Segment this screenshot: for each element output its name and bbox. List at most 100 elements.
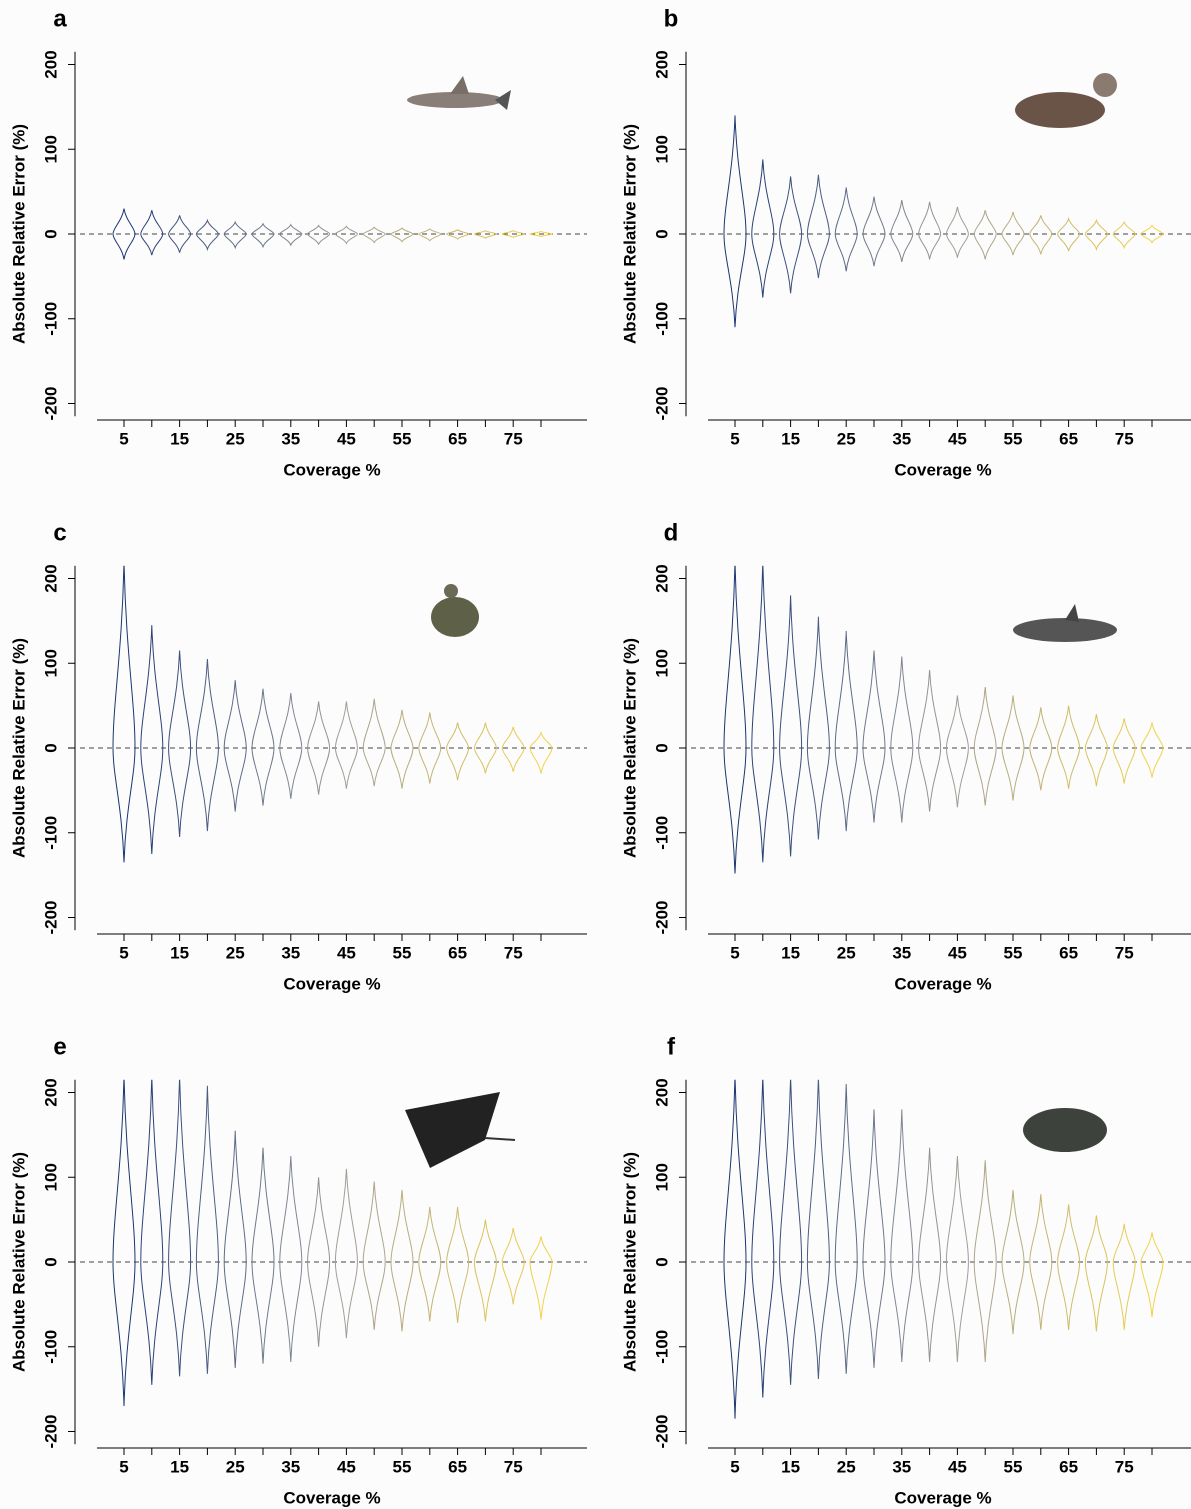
violin <box>112 565 136 863</box>
x-axis-label: Coverage % <box>283 1488 380 1507</box>
violin <box>890 200 914 263</box>
violin <box>168 650 192 838</box>
y-tick-label: 200 <box>652 564 671 592</box>
x-tick-label: 65 <box>448 1457 467 1476</box>
icon-porpoise <box>1013 604 1117 642</box>
panel-label: f <box>667 1033 676 1060</box>
x-tick-label: 55 <box>1004 943 1023 962</box>
panel-label: b <box>664 5 679 32</box>
panel-label: c <box>53 519 66 546</box>
x-tick-label: 75 <box>504 1457 523 1476</box>
violin <box>168 215 192 253</box>
violin <box>918 1147 942 1363</box>
violin <box>279 692 303 799</box>
violin <box>862 196 886 267</box>
x-tick-label: 15 <box>781 943 800 962</box>
y-tick-label: -200 <box>41 386 60 420</box>
y-tick-label: 0 <box>41 1257 60 1266</box>
violin <box>223 680 247 812</box>
violin <box>140 1079 164 1385</box>
violin <box>140 625 164 854</box>
violin <box>1029 707 1053 791</box>
violin <box>1029 215 1053 255</box>
x-tick-label: 65 <box>1059 429 1078 448</box>
y-tick-label: 100 <box>652 649 671 677</box>
y-tick-label: -200 <box>652 900 671 934</box>
x-tick-label: 65 <box>448 429 467 448</box>
x-tick-label: 15 <box>170 429 189 448</box>
violin <box>834 187 858 272</box>
x-tick-label: 45 <box>948 943 967 962</box>
x-tick-label: 45 <box>948 429 967 448</box>
violin <box>418 1206 442 1322</box>
violin <box>1140 224 1164 244</box>
violin <box>279 1156 303 1363</box>
icon-leatherback <box>1023 1108 1107 1152</box>
x-tick-label: 75 <box>504 943 523 962</box>
y-axis-label: Absolute Relative Error (%) <box>620 638 639 858</box>
x-tick-label: 75 <box>504 429 523 448</box>
violin <box>945 695 969 808</box>
y-tick-label: -200 <box>41 1414 60 1448</box>
x-tick-label: 5 <box>730 943 739 962</box>
x-tick-label: 25 <box>837 429 856 448</box>
y-tick-label: -100 <box>652 302 671 336</box>
panel: f -200 -100 0 100 200 5 15 25 35 45 55 65 75 Coverage … <box>620 1033 1191 1507</box>
icon-manta <box>405 1092 516 1168</box>
violin <box>945 1156 969 1363</box>
violin <box>1001 695 1025 801</box>
x-tick-label: 65 <box>448 943 467 962</box>
violin <box>307 224 331 246</box>
violin <box>501 1228 525 1305</box>
violin <box>307 1177 331 1347</box>
y-tick-label: 200 <box>652 1078 671 1106</box>
violin <box>529 230 553 238</box>
y-tick-label: -100 <box>41 1330 60 1364</box>
x-axis-label: Coverage % <box>283 460 380 479</box>
y-tick-label: 100 <box>652 135 671 163</box>
violin <box>501 726 525 772</box>
violin <box>918 670 942 812</box>
y-tick-label: 0 <box>652 1257 671 1266</box>
y-axis-label: Absolute Relative Error (%) <box>9 638 28 858</box>
violin <box>279 223 303 247</box>
y-tick-label: 200 <box>41 50 60 78</box>
violin <box>918 201 942 260</box>
x-tick-label: 5 <box>119 943 128 962</box>
violin <box>334 701 358 789</box>
x-tick-label: 55 <box>1004 1457 1023 1476</box>
violin <box>862 650 886 823</box>
violin <box>1001 211 1025 256</box>
x-tick-label: 25 <box>837 943 856 962</box>
y-tick-label: -200 <box>652 386 671 420</box>
violin <box>195 1085 219 1374</box>
y-tick-label: -100 <box>652 1330 671 1364</box>
violin <box>723 115 747 328</box>
x-tick-label: 25 <box>226 943 245 962</box>
violin <box>307 701 331 795</box>
violin <box>1112 718 1136 784</box>
y-tick-label: -100 <box>41 302 60 336</box>
x-tick-label: 25 <box>226 429 245 448</box>
violin <box>945 206 969 258</box>
x-tick-label: 15 <box>170 943 189 962</box>
violin <box>529 1236 553 1320</box>
violin <box>973 210 997 260</box>
x-tick-label: 35 <box>281 429 300 448</box>
violin <box>501 229 525 239</box>
x-tick-label: 65 <box>1059 1457 1078 1476</box>
violin <box>473 229 497 239</box>
x-tick-label: 45 <box>337 943 356 962</box>
violin <box>390 227 414 243</box>
violin <box>223 1130 247 1368</box>
x-axis-label: Coverage % <box>894 1488 991 1507</box>
violin <box>1084 218 1108 252</box>
x-tick-label: 5 <box>119 429 128 448</box>
panel-label: a <box>53 5 67 32</box>
panel-label: d <box>664 519 679 546</box>
violin <box>806 616 830 840</box>
panel-label: e <box>53 1033 66 1060</box>
violin <box>1029 1194 1053 1330</box>
violin <box>362 698 386 787</box>
